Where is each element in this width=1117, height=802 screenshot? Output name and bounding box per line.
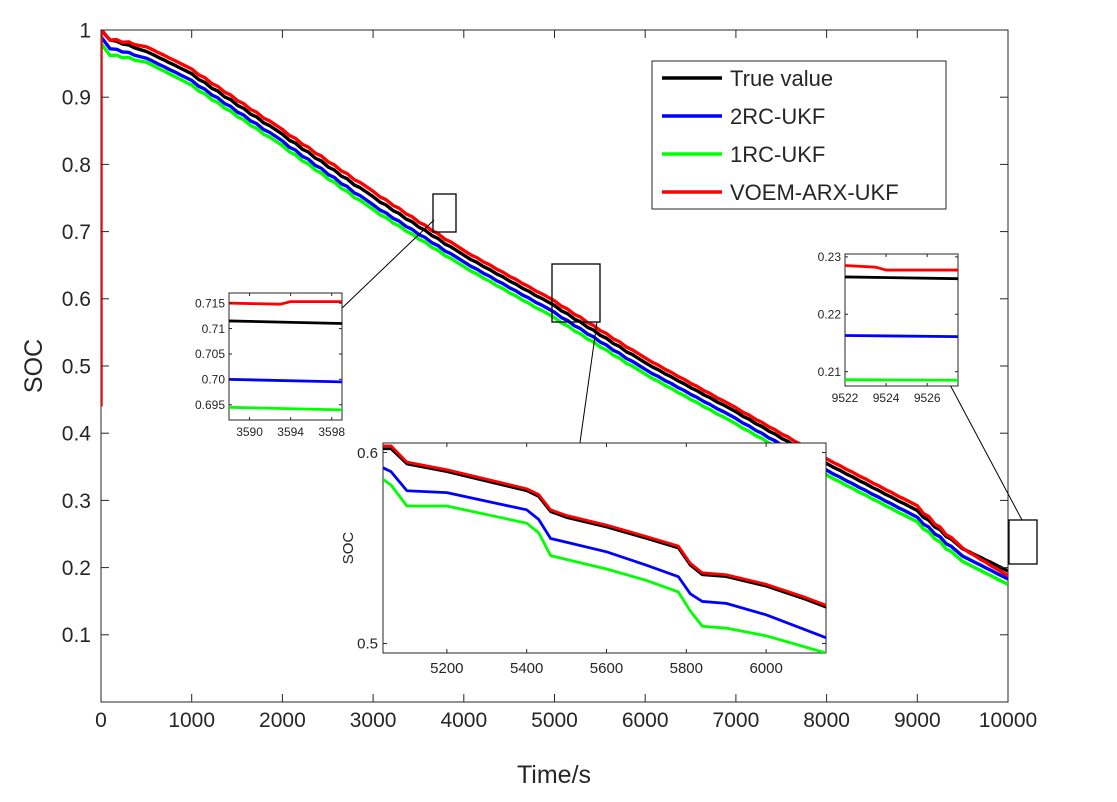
- series-line-true-value-1: [229, 319, 342, 325]
- x-axis-label: Time/s: [517, 761, 591, 789]
- legend-items: True value 2RC-UKF 1RC-UKF VOEM-ARX-UKF: [662, 66, 899, 205]
- inset-5000-y-label: SOC: [340, 532, 357, 565]
- legend-label-1rc-ukf: 1RC-UKF: [730, 142, 825, 167]
- y-tick-label: 0.2: [62, 557, 91, 580]
- x-tick-label: 6000: [622, 709, 669, 732]
- y-tick-label: 0.9: [62, 87, 91, 110]
- x-tick-label: 5200: [430, 660, 463, 677]
- y-tick-label: 0.705: [195, 347, 225, 361]
- inset-5000-series: [383, 444, 826, 653]
- y-tick-label: 0.6: [357, 445, 378, 462]
- y-tick-label: 0.5: [357, 636, 378, 653]
- series-line-2rc-ukf-1: [229, 377, 342, 384]
- y-tick-label: 0.8: [62, 154, 91, 177]
- legend-label-2rc-ukf: 2RC-UKF: [730, 104, 825, 129]
- x-tick-label: 2000: [259, 709, 306, 732]
- x-tick-label: 1000: [168, 709, 215, 732]
- inset-5000-ticks: 5200 5400 5600 5800 6000 0.5 0.6: [357, 443, 826, 677]
- legend-label-true-value: True value: [730, 66, 833, 91]
- x-tick-label: 6000: [749, 660, 782, 677]
- x-tick-label: 5400: [510, 660, 543, 677]
- x-tick-label: 3000: [350, 709, 397, 732]
- y-tick-label: 0.70: [202, 373, 226, 387]
- y-tick-label: 0.4: [62, 423, 92, 446]
- series-line-1rc-ukf-2: [383, 478, 826, 653]
- y-tick-label: 0.23: [818, 250, 842, 264]
- x-tick-label: 4000: [440, 709, 487, 732]
- x-tick-label: 3590: [236, 425, 263, 439]
- inset-9522-box: [844, 253, 959, 387]
- y-tick-label: 0.3: [62, 490, 91, 513]
- y-tick-label: 0.6: [62, 288, 91, 311]
- y-tick-label: 0.695: [195, 398, 225, 412]
- inset-3590: 3590 3594 3598 0.695 0.70 0.705 0.71 0.715: [195, 292, 345, 439]
- legend-box: [651, 60, 947, 210]
- main-y-ticks: 0.1 0.2 0.3 0.4 0.5 0.6 0.7 0.8 0.9 1: [62, 19, 1008, 647]
- main-series-group: [101, 30, 1008, 586]
- series-line-voem-arx-ukf-3: [845, 264, 958, 272]
- series-line-true-value-0: [101, 30, 1008, 573]
- y-tick-label: 0.1: [62, 624, 91, 647]
- y-tick-label: 0.5: [62, 355, 91, 378]
- y-tick-label: 0.21: [818, 365, 842, 379]
- x-tick-label: 3598: [318, 425, 345, 439]
- y-tick-label: 0.71: [202, 322, 226, 336]
- inset-9522-series: [845, 264, 958, 382]
- series-line-voem-arx-ukf-0: [101, 30, 1008, 578]
- x-tick-label: 8000: [803, 709, 850, 732]
- y-tick-label: 0.22: [818, 307, 842, 321]
- y-tick-label: 1: [79, 19, 91, 42]
- x-tick-label: 7000: [713, 709, 760, 732]
- zoom-box-5000: [551, 263, 601, 323]
- zoom-arrow-9522: [939, 365, 1023, 521]
- series-line-true-value-3: [845, 275, 958, 281]
- inset-5000: 5200 5400 5600 5800 6000 0.5 0.6 SOC: [340, 442, 827, 677]
- x-tick-label: 0: [95, 709, 107, 732]
- series-line-1rc-ukf-3: [845, 378, 958, 382]
- x-tick-label: 3594: [277, 425, 304, 439]
- zoom-box-9522: [1008, 519, 1038, 565]
- series-line-2rc-ukf-3: [845, 334, 958, 339]
- zoom-box-3590: [432, 193, 457, 233]
- x-tick-label: 9000: [894, 709, 941, 732]
- x-tick-label: 5000: [531, 709, 578, 732]
- series-line-1rc-ukf-0: [101, 42, 1008, 586]
- main-x-ticks: 0 1000 2000 3000 4000 5000 6000 7000 8000 9000 100…: [95, 30, 1037, 732]
- x-tick-label: 5800: [670, 660, 703, 677]
- x-tick-label: 9522: [832, 391, 859, 405]
- inset-3590-box: [228, 292, 343, 421]
- legend-label-voem-arx-ukf: VOEM-ARX-UKF: [730, 180, 899, 205]
- inset-9522: 9522 9524 9526 0.21 0.22 0.23: [818, 250, 959, 405]
- series-line-2rc-ukf-2: [383, 466, 826, 640]
- inset-5000-box: [382, 442, 827, 654]
- y-axis-label: SOC: [20, 339, 48, 393]
- inset-9522-ticks: 9522 9524 9526 0.21 0.22 0.23: [818, 250, 958, 405]
- series-line-true-value-2: [383, 447, 826, 609]
- series-line-voem-arx-ukf-2: [383, 444, 826, 607]
- y-tick-label: 0.715: [195, 296, 225, 310]
- x-tick-label: 10000: [979, 709, 1037, 732]
- series-line-1rc-ukf-1: [229, 405, 342, 412]
- legend: True value 2RC-UKF 1RC-UKF VOEM-ARX-UKF: [651, 60, 947, 210]
- y-tick-label: 0.7: [62, 221, 91, 244]
- series-line-voem-arx-ukf-1: [229, 300, 342, 306]
- inset-3590-ticks: 3590 3594 3598 0.695 0.70 0.705 0.71 0.715: [195, 293, 345, 439]
- inset-3590-series: [229, 300, 342, 412]
- x-tick-label: 9526: [914, 391, 941, 405]
- series-line-2rc-ukf-0: [101, 35, 1008, 581]
- x-tick-label: 5600: [590, 660, 623, 677]
- x-tick-label: 9524: [873, 391, 900, 405]
